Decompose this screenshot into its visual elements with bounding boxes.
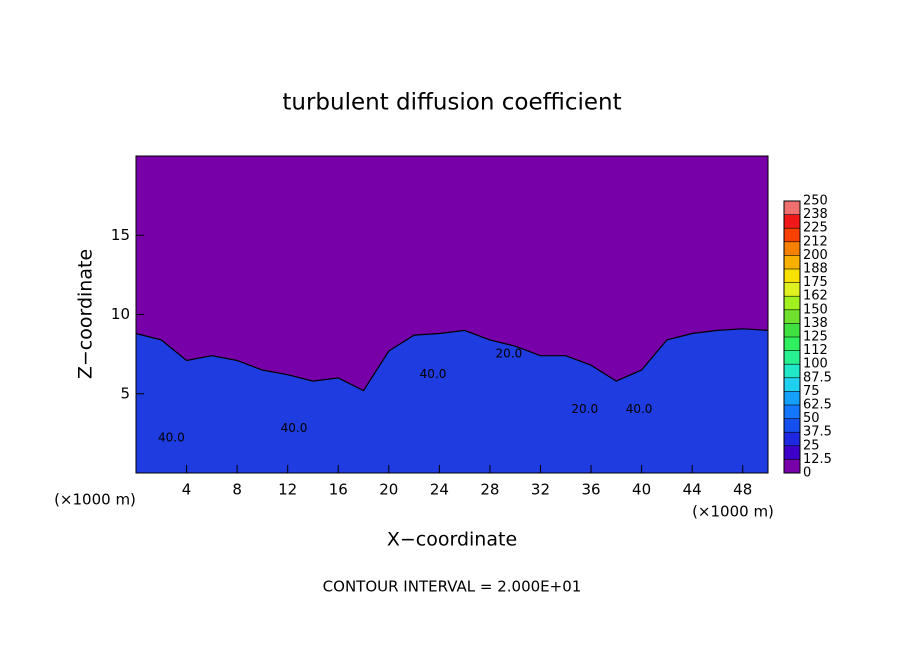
colorbar-tick-label: 138 <box>803 316 828 331</box>
colorbar-tick-label: 200 <box>803 248 828 263</box>
colorbar-tick-label: 12.5 <box>803 452 832 467</box>
x-tick-label: 44 <box>683 481 702 499</box>
contour-line <box>135 328 769 392</box>
colorbar-swatch <box>784 432 800 446</box>
colorbar-tick-label: 225 <box>803 221 828 236</box>
colorbar-swatch <box>784 405 800 419</box>
colorbar-tick-label: 112 <box>803 343 828 358</box>
contour-label: 20.0 <box>571 402 598 416</box>
colorbar-tick-label: 0 <box>803 466 811 481</box>
colorbar-swatch <box>784 241 800 256</box>
x-axis-label: X−coordinate <box>387 529 517 551</box>
colorbar-swatch <box>784 337 800 351</box>
y-tick-label: 5 <box>120 384 130 402</box>
colorbar-swatch <box>784 391 800 405</box>
colorbar-swatch <box>784 296 800 310</box>
colorbar-tick-label: 212 <box>803 234 828 249</box>
contour-interval-note: CONTOUR INTERVAL = 2.000E+01 <box>323 578 582 596</box>
x-tick-label: 32 <box>531 481 550 499</box>
colorbar-swatch <box>784 282 800 297</box>
x-tick-label: 28 <box>480 481 499 499</box>
x-tick-label: 16 <box>329 481 348 499</box>
colorbar-tick-label: 150 <box>803 302 828 317</box>
colorbar-tick-label: 175 <box>803 275 828 290</box>
colorbar-tick-label: 50 <box>803 411 820 426</box>
x-tick-label: 20 <box>379 481 398 499</box>
contour-label: 40.0 <box>281 421 308 435</box>
x-tick-label: 36 <box>581 481 600 499</box>
colorbar-tick-label: 238 <box>803 207 828 222</box>
colorbar-swatch <box>784 255 800 269</box>
colorbar-swatch <box>784 228 800 242</box>
x-tick-label: 8 <box>232 481 242 499</box>
x-tick-label: 4 <box>182 481 192 499</box>
contour-label: 40.0 <box>626 402 653 416</box>
chart-title: turbulent diffusion coefficient <box>282 90 621 116</box>
x-tick-label: 40 <box>632 481 651 499</box>
colorbar-tick-label: 37.5 <box>803 425 832 440</box>
y-tick-label: 10 <box>111 305 130 323</box>
contour-label: 40.0 <box>420 367 447 381</box>
contour-label: 40.0 <box>158 431 185 445</box>
colorbar-swatch <box>784 459 800 473</box>
colorbar-swatch <box>784 201 800 215</box>
colorbar-tick-label: 100 <box>803 357 828 372</box>
colorbar-tick-label: 250 <box>803 194 828 209</box>
colorbar-swatch <box>784 418 800 433</box>
contour-label: 20.0 <box>496 347 523 361</box>
colorbar-tick-label: 188 <box>803 262 828 277</box>
colorbar-swatch <box>784 350 800 365</box>
colorbar-tick-label: 125 <box>803 330 828 345</box>
colorbar-tick-label: 75 <box>803 384 820 399</box>
colorbar-swatch <box>784 269 800 283</box>
colorbar-swatch <box>784 364 800 378</box>
colorbar-swatch <box>784 445 800 460</box>
colorbar-swatch <box>784 214 800 229</box>
x-tick-label: 48 <box>733 481 752 499</box>
colorbar-swatch <box>784 323 800 337</box>
x-unit-label: (×1000 m) <box>54 491 136 509</box>
y-tick-label: 15 <box>111 226 130 244</box>
colorbar-swatch <box>784 377 800 392</box>
x-tick-label: 12 <box>278 481 297 499</box>
colorbar-tick-label: 62.5 <box>803 398 832 413</box>
colorbar-tick-label: 162 <box>803 289 828 304</box>
colorbar-swatch <box>784 309 800 324</box>
colorbar-tick-label: 87.5 <box>803 370 832 385</box>
y-axis-label: Z−coordinate <box>75 249 97 379</box>
x-unit-label: (×1000 m) <box>692 503 774 521</box>
x-tick-label: 24 <box>430 481 449 499</box>
colorbar-tick-label: 25 <box>803 438 820 453</box>
turbulent-layer-area <box>136 328 768 473</box>
